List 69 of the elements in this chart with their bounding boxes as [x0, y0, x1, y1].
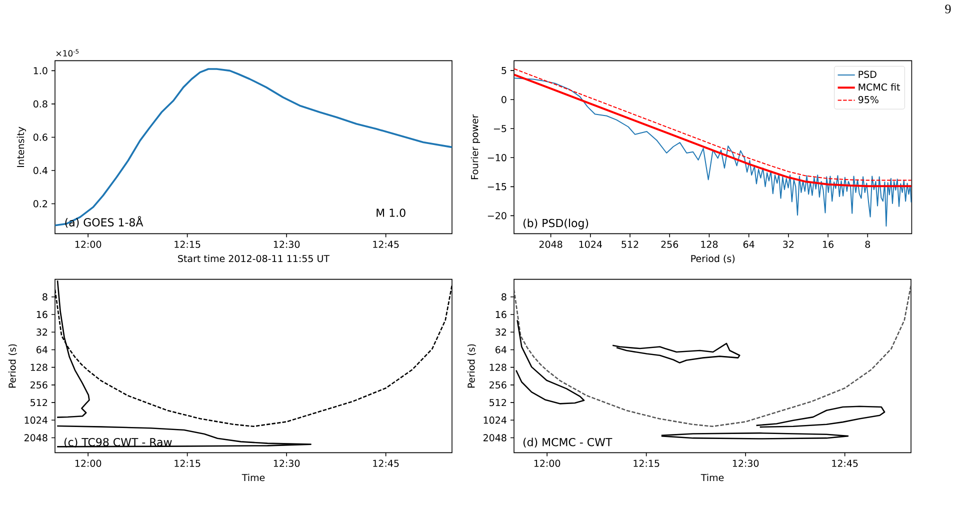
- x-tick-label: 32: [783, 240, 794, 248]
- line-series: [612, 342, 740, 364]
- y-tick-label: 5: [502, 67, 506, 74]
- x-tick-label: 12:15: [634, 460, 660, 467]
- x-tick-label: 12:00: [75, 460, 102, 467]
- x-tick-label: 12:00: [75, 240, 102, 248]
- x-axis-title: Time: [242, 474, 265, 482]
- y-tick-label: 64: [36, 346, 48, 354]
- x-tick-label: 12:15: [174, 460, 200, 467]
- x-tick-label: 12:30: [274, 460, 300, 467]
- y-tick-label: 0.4: [33, 166, 48, 174]
- y-tick-label: 0.2: [33, 200, 48, 208]
- annotation: M 1.0: [376, 208, 406, 217]
- y-tick-label: −15: [488, 183, 506, 190]
- y-tick-label: 2048: [24, 434, 48, 442]
- y-tick-label: 256: [490, 381, 506, 389]
- y-tick-label: 256: [30, 381, 48, 389]
- line-series: [756, 406, 886, 428]
- y-tick-label: 16: [36, 310, 48, 318]
- x-tick-label: 12:15: [174, 240, 200, 248]
- y-tick-label: 8: [502, 293, 506, 301]
- y-tick-label: 0: [502, 96, 506, 104]
- x-tick-label: 12:45: [373, 240, 399, 248]
- line-series: [514, 284, 912, 428]
- y-tick-label: 32: [36, 328, 48, 336]
- y-tick-label: 8: [42, 293, 48, 301]
- y-tick-label: 128: [30, 364, 48, 371]
- y-axis-title: Period (s): [467, 344, 476, 388]
- y-tick-label: 512: [490, 398, 506, 406]
- y-tick-label: 1024: [484, 416, 506, 424]
- x-tick-label: 12:00: [534, 460, 560, 467]
- x-axis-title: Start time 2012-08-11 11:55 UT: [178, 254, 330, 262]
- x-axis-title: Time: [700, 474, 724, 482]
- annotation: (d) MCMC - CWT: [523, 438, 612, 448]
- y-tick-label: −10: [488, 154, 506, 162]
- text: 9: [945, 4, 951, 14]
- x-tick-label: 2048: [539, 240, 562, 248]
- y-tick-label: 512: [30, 398, 48, 406]
- x-axis-title: Period (s): [691, 254, 735, 264]
- y-tick-label: 1024: [24, 416, 48, 424]
- annotation: (b) PSD(log): [523, 218, 588, 230]
- y-axis-title: Period (s): [8, 344, 17, 388]
- x-tick-label: 1024: [579, 240, 602, 248]
- x-tick-label: 12:30: [732, 460, 759, 467]
- x-tick-label: 16: [823, 240, 834, 248]
- y-tick-label: 16: [496, 310, 506, 318]
- x-tick-label: 12:30: [274, 240, 300, 248]
- y-tick-label: 128: [490, 364, 506, 371]
- y-tick-label: 0.6: [33, 134, 48, 141]
- y-tick-label: 2048: [483, 434, 506, 442]
- y-tick-label: −20: [488, 212, 506, 220]
- x-tick-label: 8: [865, 240, 870, 248]
- y-tick-label: 1.0: [34, 67, 48, 74]
- y-axis-title: Intensity: [16, 126, 26, 167]
- legend-label: MCMC fit: [858, 83, 900, 91]
- y-tick-label: 64: [496, 346, 506, 354]
- y-tick-label: 32: [496, 328, 506, 336]
- x-tick-label: 128: [701, 240, 718, 248]
- y-axis-title: Fourier power: [470, 114, 480, 180]
- x-tick-label: 256: [661, 240, 678, 248]
- legend-label: PSD: [858, 70, 876, 78]
- x-tick-label: 64: [743, 240, 754, 248]
- x-tick-label: 12:45: [373, 460, 399, 467]
- text: ×10$^{-5}$: [56, 49, 79, 57]
- x-tick-label: 512: [622, 240, 638, 248]
- x-tick-label: 12:45: [832, 460, 858, 467]
- y-tick-label: −5: [494, 125, 506, 132]
- y-tick-label: 0.8: [33, 100, 48, 108]
- legend-label: 95%: [858, 96, 878, 104]
